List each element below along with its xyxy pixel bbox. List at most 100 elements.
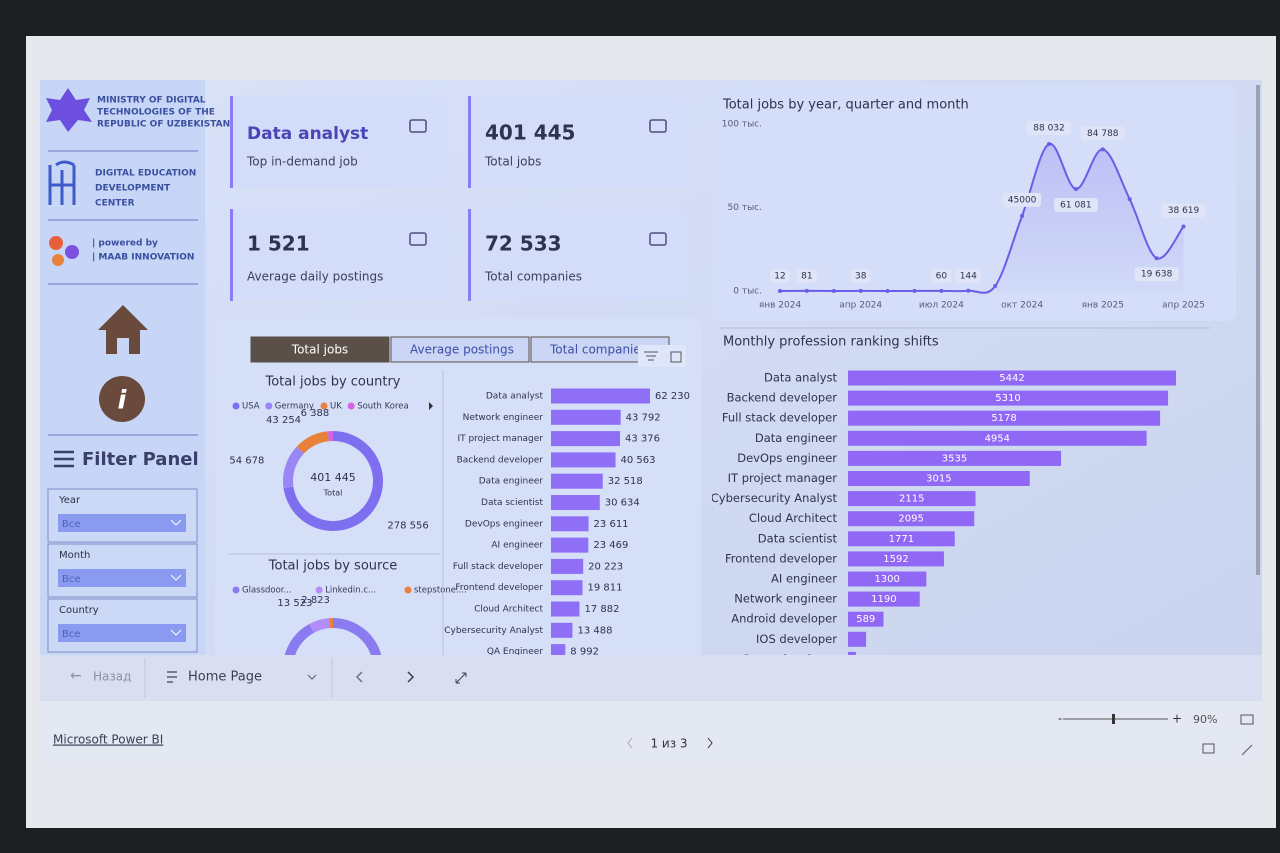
scrollbar[interactable]	[1256, 85, 1260, 575]
dropdown-chevron	[170, 629, 182, 636]
back-button[interactable]: Назад	[93, 670, 131, 684]
back-arrow[interactable]: ←	[70, 668, 82, 684]
point	[966, 288, 971, 293]
bar-chart: Monthly profession ranking shifts Data an…	[712, 335, 1176, 660]
y-tick-label: 100 тыс.	[722, 120, 762, 130]
donut-slice	[327, 431, 333, 442]
fullscreen[interactable]	[455, 672, 467, 684]
page-dropdown[interactable]	[307, 674, 317, 680]
data-label: 38 619	[1168, 206, 1200, 216]
data-label: 17 882	[584, 604, 619, 615]
y-tick-label: 50 тыс.	[728, 203, 762, 213]
ministry-name: TECHNOLOGIES OF THE	[97, 108, 215, 118]
category-label: Cloud Architect	[474, 605, 543, 615]
logo-maab	[49, 236, 63, 250]
info-icon[interactable]	[99, 376, 145, 422]
page-select[interactable]: Home Page	[188, 670, 262, 685]
zoom-out[interactable]: -	[1058, 712, 1062, 726]
zoom-thumb[interactable]	[1112, 714, 1115, 724]
page-counter: 1 из 3	[650, 737, 687, 751]
data-label: 12	[774, 272, 785, 282]
filter-icon[interactable]	[644, 351, 658, 361]
footer-next[interactable]	[707, 737, 713, 749]
category-label: Full stack developer	[722, 411, 837, 425]
data-label: 32 518	[608, 476, 643, 487]
home-button[interactable]	[98, 305, 148, 354]
donut-slice	[309, 618, 330, 633]
bar	[848, 390, 1169, 406]
x-tick-label: июл 2024	[919, 301, 964, 311]
category-label: Data analyst	[486, 392, 544, 402]
filter-label: Year	[58, 495, 81, 506]
home-icon[interactable]	[98, 305, 148, 354]
tab-box[interactable]	[390, 336, 530, 363]
page-icon	[167, 671, 177, 683]
tab-clip: Total jobs	[291, 343, 348, 357]
filter-dropdown[interactable]	[58, 514, 186, 532]
kpi-accent	[468, 96, 471, 188]
point	[1100, 147, 1105, 152]
category-label: IT project manager	[728, 471, 838, 485]
filter-value: Все	[62, 574, 81, 585]
category-label: Network engineer	[463, 413, 544, 423]
info-button[interactable]: i	[99, 376, 145, 422]
category-label: QA Engineer	[487, 647, 543, 657]
brand-link[interactable]: Microsoft Power BI	[53, 733, 163, 747]
share[interactable]	[1202, 743, 1215, 754]
kpi-value: 72 533	[485, 232, 562, 256]
data-label: 19 811	[588, 583, 623, 594]
tab-label[interactable]: Total jobs	[291, 343, 348, 357]
point	[993, 283, 998, 288]
tab-box[interactable]	[250, 336, 390, 363]
data-label: 8 992	[570, 647, 599, 658]
donut-slice	[328, 618, 333, 629]
kpi-label: Top in-demand job	[246, 155, 358, 169]
zoom-level: 90%	[1193, 713, 1217, 726]
slice-label: 2 823	[301, 595, 330, 606]
data-label: 2115	[899, 494, 924, 505]
fit-page[interactable]	[1240, 714, 1254, 725]
category-label: DevOps engineer	[465, 519, 543, 529]
logo-ministry	[46, 88, 198, 285]
legend-next[interactable]	[429, 402, 433, 410]
point	[939, 288, 944, 293]
tab-label[interactable]: Total companies	[549, 343, 647, 357]
slice-label: 6 388	[301, 408, 330, 419]
filter-dropdown[interactable]	[58, 569, 186, 587]
legend-label: Glassdoor...	[242, 586, 292, 596]
legend-dot	[404, 586, 412, 594]
data-label: 43 376	[625, 434, 660, 445]
category-label: Cybersecurity Analyst	[444, 626, 543, 636]
legend-label: UK	[330, 402, 342, 412]
kpi-card	[230, 96, 447, 188]
tab-clip: Average postings	[410, 343, 514, 357]
donut-slice	[296, 431, 329, 454]
category-label: Data scientist	[481, 498, 543, 508]
next-page[interactable]	[407, 671, 415, 683]
data-label-box	[1161, 203, 1206, 218]
prev-page[interactable]	[355, 671, 363, 683]
bar	[551, 495, 600, 510]
data-label: 4954	[985, 433, 1010, 444]
zoom-in[interactable]: +	[1172, 712, 1182, 726]
bar	[551, 558, 584, 574]
bar	[848, 370, 1176, 386]
kpi-icon	[409, 119, 427, 133]
legend-label: USA	[242, 402, 260, 412]
tab[interactable]: Average postings	[390, 336, 530, 363]
tab-label[interactable]: Average postings	[410, 343, 514, 357]
bar	[551, 601, 580, 617]
category-label: AI engineer	[771, 572, 837, 586]
footer-prev[interactable]	[627, 737, 633, 749]
point	[804, 288, 809, 293]
tab[interactable]: Total jobs	[250, 336, 390, 363]
kpi-accent	[468, 209, 471, 301]
focus-icon[interactable]	[670, 351, 682, 363]
data-label-box	[1134, 267, 1179, 282]
x-tick-label: янв 2025	[1082, 301, 1124, 311]
filter-dropdown[interactable]	[58, 624, 186, 642]
logo-star	[46, 88, 92, 132]
filter-label: Country	[59, 605, 99, 616]
expand[interactable]	[1241, 744, 1253, 756]
